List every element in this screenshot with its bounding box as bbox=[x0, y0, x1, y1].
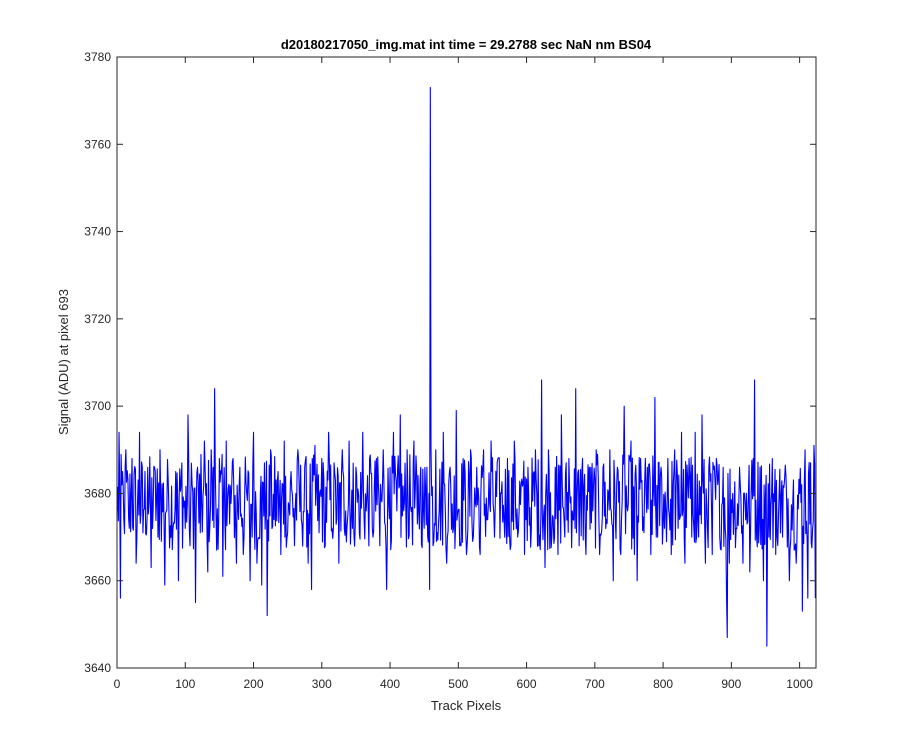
x-tick-label: 400 bbox=[380, 677, 400, 691]
x-tick-label: 500 bbox=[448, 677, 468, 691]
y-axis: 3640 3660 3680 3700 3720 3740 3760 3780 bbox=[84, 50, 816, 675]
chart-title: d20180217050_img.mat int time = 29.2788 … bbox=[281, 37, 652, 52]
x-tick-label: 600 bbox=[517, 677, 537, 691]
y-tick-label: 3640 bbox=[84, 661, 111, 675]
y-tick-label: 3700 bbox=[84, 399, 111, 413]
series-layer bbox=[116, 87, 816, 647]
y-tick-label: 3680 bbox=[84, 486, 111, 500]
x-tick-label: 900 bbox=[721, 677, 741, 691]
plot-area bbox=[117, 57, 816, 668]
x-axis: 0 100 200 300 400 500 600 700 800 900 1000 bbox=[114, 57, 813, 691]
y-tick-label: 3780 bbox=[84, 50, 111, 64]
x-tick-label: 0 bbox=[114, 677, 121, 691]
series-line bbox=[116, 87, 816, 647]
x-tick-label: 1000 bbox=[786, 677, 813, 691]
x-tick-label: 800 bbox=[653, 677, 673, 691]
y-tick-label: 3660 bbox=[84, 574, 111, 588]
y-axis-label: Signal (ADU) at pixel 693 bbox=[56, 289, 71, 435]
x-tick-label: 200 bbox=[244, 677, 264, 691]
x-tick-label: 700 bbox=[585, 677, 605, 691]
y-tick-label: 3760 bbox=[84, 137, 111, 151]
x-tick-label: 300 bbox=[312, 677, 332, 691]
axes-box bbox=[116, 56, 817, 669]
x-tick-label: 100 bbox=[175, 677, 195, 691]
y-tick-label: 3720 bbox=[84, 312, 111, 326]
y-tick-label: 3740 bbox=[84, 225, 111, 239]
x-axis-label: Track Pixels bbox=[431, 698, 502, 713]
